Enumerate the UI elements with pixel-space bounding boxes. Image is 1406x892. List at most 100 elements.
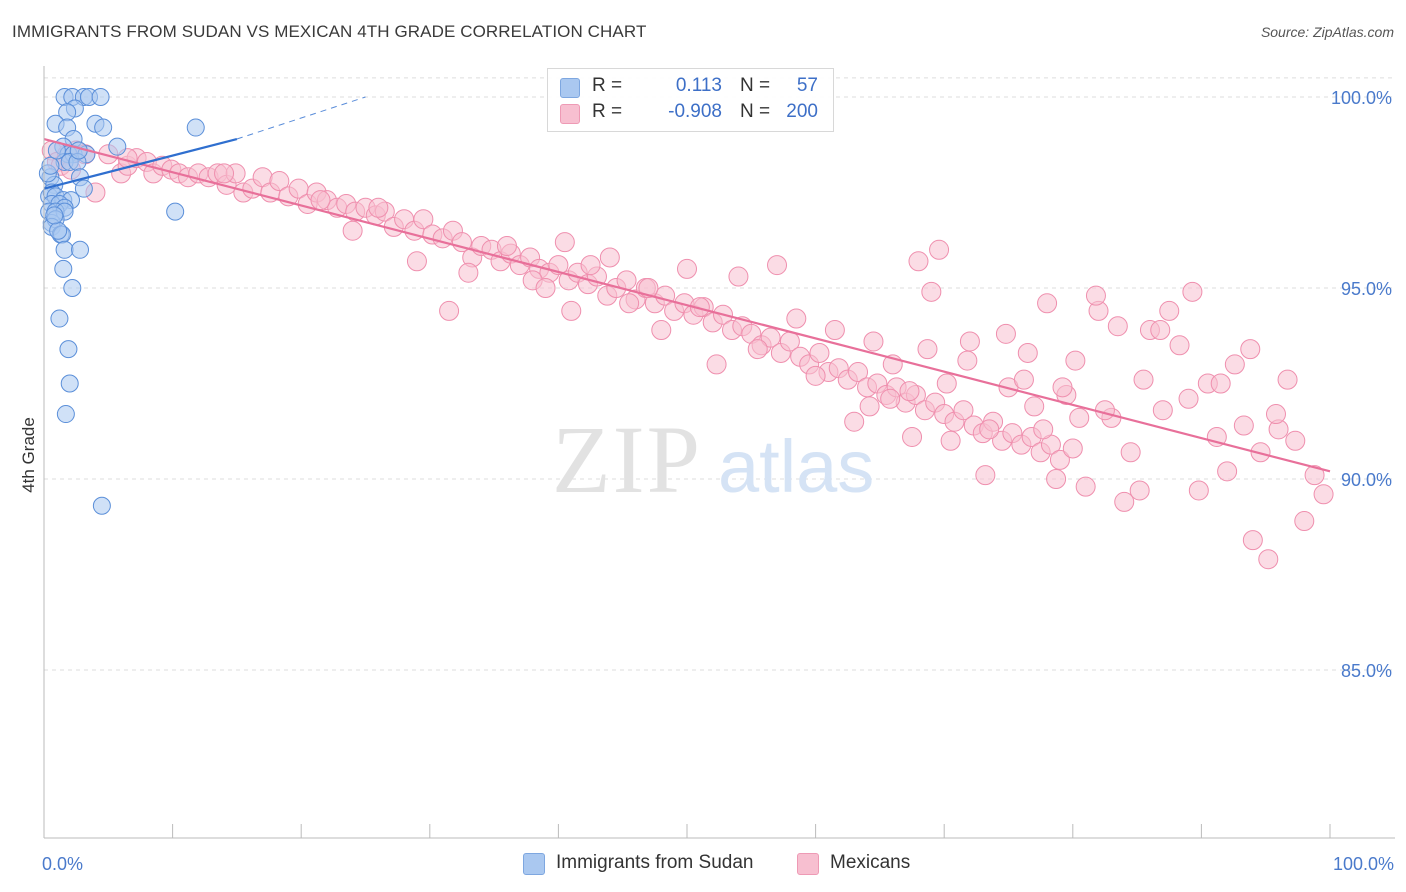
data-point-mexicans: [554, 232, 575, 253]
data-point-mexicans: [561, 300, 582, 321]
data-point-mexicans: [310, 190, 331, 211]
trend-line-sudan: [43, 137, 238, 190]
data-point-mexicans: [269, 171, 290, 192]
data-point-mexicans: [1258, 549, 1279, 570]
source-label: Source: ZipAtlas.com: [1260, 24, 1394, 40]
data-point-mexicans: [535, 278, 556, 298]
data-point-mexicans: [1188, 480, 1209, 501]
data-point-mexicans: [979, 419, 1000, 440]
data-point-mexicans: [899, 381, 920, 402]
data-point-mexicans: [599, 247, 620, 268]
data-point-mexicans: [214, 163, 235, 184]
data-point-sudan: [54, 259, 73, 278]
bottom-legend-label-sudan: Immigrants from Sudan: [556, 852, 754, 873]
legend-r-label: R =: [592, 101, 623, 122]
data-point-mexicans: [368, 197, 389, 218]
data-point-mexicans: [1242, 530, 1263, 551]
data-point-mexicans: [1062, 438, 1083, 459]
data-point-sudan: [60, 374, 79, 393]
data-point-sudan: [92, 496, 111, 515]
data-point-mexicans: [747, 339, 768, 360]
data-point-mexicans: [1075, 476, 1096, 497]
data-point-mexicans: [1037, 293, 1058, 314]
data-point-sudan: [166, 202, 185, 221]
bottom-legend-swatch-sudan: [523, 853, 545, 875]
data-point-mexicans: [1224, 354, 1245, 375]
data-point-sudan: [71, 240, 90, 259]
data-point-mexicans: [1094, 400, 1115, 421]
legend-n-label: N =: [740, 75, 771, 96]
data-point-mexicans: [863, 331, 884, 352]
x-tick-label: 100.0%: [1333, 854, 1394, 874]
x-tick-label: 0.0%: [42, 854, 83, 874]
data-point-mexicans: [1313, 484, 1334, 505]
y-tick-label: 95.0%: [1341, 279, 1392, 299]
data-point-mexicans: [786, 308, 807, 329]
data-point-mexicans: [809, 342, 830, 363]
data-point-mexicans: [1159, 300, 1180, 321]
data-point-mexicans: [921, 281, 942, 302]
data-point-mexicans: [1304, 465, 1325, 486]
data-point-mexicans: [406, 251, 427, 272]
data-point-sudan: [59, 340, 78, 359]
data-point-sudan: [49, 221, 68, 240]
axes: 85.0% 90.0% 95.0% 100.0% 0.0% 100.0%: [42, 66, 1395, 874]
data-point-mexicans: [706, 354, 727, 375]
data-point-sudan: [50, 309, 69, 328]
data-point-sudan: [55, 240, 74, 259]
data-point-mexicans: [957, 350, 978, 371]
data-point-mexicans: [1285, 430, 1306, 451]
data-point-mexicans: [1178, 388, 1199, 409]
legend-swatch-sudan: [560, 78, 580, 98]
data-point-mexicans: [1065, 350, 1086, 371]
chart-title: IMMIGRANTS FROM SUDAN VS MEXICAN 4TH GRA…: [12, 22, 647, 41]
data-point-mexicans: [580, 255, 601, 276]
data-point-sudan: [63, 279, 82, 297]
data-point-mexicans: [651, 320, 672, 341]
data-point-sudan: [108, 137, 127, 156]
y-tick-label: 100.0%: [1331, 88, 1392, 108]
data-point-mexicans: [767, 255, 788, 276]
data-point-sudan: [91, 88, 110, 106]
data-point-mexicans: [805, 365, 826, 386]
data-point-mexicans: [439, 300, 460, 321]
data-point-mexicans: [619, 293, 640, 314]
data-point-mexicans: [1049, 449, 1070, 470]
data-point-mexicans: [929, 239, 950, 260]
data-point-mexicans: [1152, 400, 1173, 421]
data-point-sudan: [74, 179, 93, 198]
data-point-mexicans: [1033, 419, 1054, 440]
bottom-legend-swatch-mexicans: [797, 853, 819, 875]
data-point-mexicans: [677, 258, 697, 279]
series-sudan: [38, 88, 205, 515]
data-point-mexicans: [917, 339, 938, 360]
data-point-mexicans: [1046, 469, 1067, 489]
data-point-mexicans: [880, 388, 901, 409]
data-point-mexicans: [1210, 373, 1231, 394]
trend-lines: [43, 96, 1331, 473]
data-point-mexicans: [1277, 369, 1298, 390]
data-point-mexicans: [975, 465, 996, 486]
y-tick-label: 85.0%: [1341, 661, 1392, 681]
data-point-mexicans: [1294, 511, 1315, 532]
watermark-atlas: atlas: [718, 425, 874, 508]
data-point-sudan: [45, 206, 64, 225]
data-point-mexicans: [1120, 442, 1141, 463]
data-point-sudan: [41, 156, 60, 175]
data-point-mexicans: [728, 266, 749, 287]
data-point-mexicans: [1069, 407, 1090, 428]
data-point-mexicans: [1024, 396, 1045, 417]
data-point-mexicans: [1017, 342, 1038, 363]
data-point-mexicans: [1133, 369, 1154, 390]
data-point-mexicans: [1129, 480, 1150, 501]
data-point-mexicans: [1169, 335, 1190, 356]
data-point-mexicans: [959, 331, 980, 352]
legend-n-value: 57: [796, 75, 818, 96]
data-point-mexicans: [1240, 339, 1261, 360]
legend-r-value: 0.113: [675, 75, 722, 96]
data-point-mexicans: [844, 411, 865, 432]
data-point-mexicans: [1052, 377, 1073, 398]
data-point-sudan: [186, 118, 205, 137]
watermark-zip: ZIP: [552, 406, 702, 513]
